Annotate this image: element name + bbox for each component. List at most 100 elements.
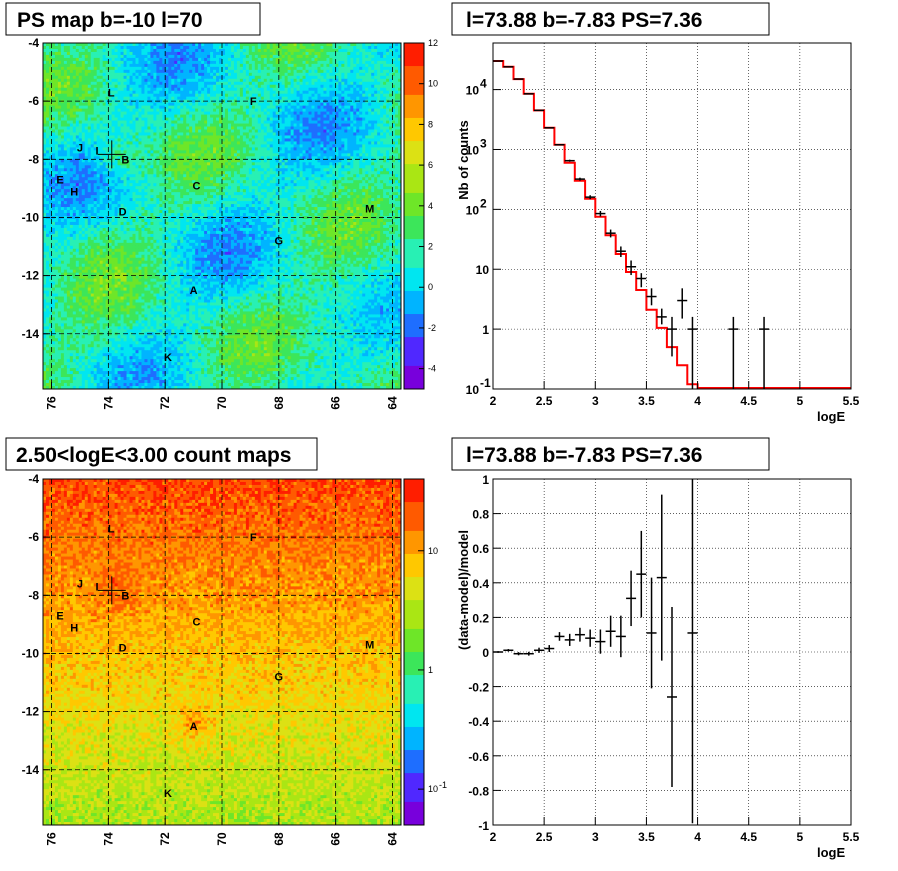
heatmap-cell <box>269 63 274 68</box>
heatmap-cell <box>227 138 232 142</box>
heatmap-cell <box>54 51 59 56</box>
heatmap-cell <box>356 135 360 139</box>
heatmap-cell <box>272 78 277 83</box>
heatmap-cell <box>123 120 127 124</box>
heatmap-cell <box>141 153 145 157</box>
heatmap-cell <box>195 135 199 139</box>
heatmap-cell <box>266 120 271 124</box>
heatmap-cell <box>159 153 163 157</box>
heatmap-cell <box>305 81 309 86</box>
heatmap-cell <box>105 105 110 110</box>
heatmap-cell <box>374 66 378 71</box>
heatmap-cell <box>347 75 351 80</box>
heatmap-cell <box>87 105 92 110</box>
heatmap-cell <box>207 141 211 145</box>
heatmap-cell <box>198 165 202 169</box>
heatmap-cell <box>293 135 297 139</box>
heatmap-cell <box>380 123 384 127</box>
heatmap-cell <box>272 114 277 118</box>
heatmap-cell <box>48 45 53 50</box>
heatmap-cell <box>210 75 214 80</box>
heatmap-cell <box>389 153 393 157</box>
heatmap-cell <box>201 75 205 80</box>
heatmap-cell <box>392 135 396 139</box>
heatmap-cell <box>353 150 357 154</box>
heatmap-cell <box>99 51 104 56</box>
heatmap-cell <box>117 96 121 101</box>
heatmap-cell <box>153 93 157 98</box>
heatmap-cell <box>356 105 360 110</box>
heatmap-cell <box>377 87 381 92</box>
heatmap-cell <box>284 141 289 145</box>
heatmap-cell <box>69 102 74 107</box>
heatmap-cell <box>207 60 211 65</box>
heatmap-cell <box>153 135 157 139</box>
heatmap-cell <box>102 120 107 124</box>
heatmap-cell <box>96 162 101 166</box>
heatmap-cell <box>233 69 238 74</box>
heatmap-cell <box>135 126 139 130</box>
heatmap-cell <box>201 129 205 133</box>
heatmap-cell <box>43 84 47 89</box>
heatmap-cell <box>189 108 193 112</box>
heatmap-cell <box>210 111 214 115</box>
heatmap-cell <box>168 108 172 112</box>
heatmap-cell <box>90 90 95 95</box>
heatmap-cell <box>192 105 196 110</box>
heatmap-cell <box>219 120 223 124</box>
heatmap-cell <box>111 132 115 136</box>
heatmap-cell <box>222 60 226 65</box>
heatmap-cell <box>57 165 62 169</box>
heatmap-cell <box>287 108 292 112</box>
heatmap-cell <box>245 102 250 107</box>
heatmap-cell <box>398 48 402 53</box>
heatmap-cell <box>114 159 118 163</box>
heatmap-cell <box>141 45 145 50</box>
heatmap-cell <box>75 153 80 157</box>
heatmap-cell <box>278 84 283 89</box>
heatmap-cell <box>147 126 151 130</box>
heatmap-cell <box>54 126 59 130</box>
heatmap-cell <box>177 57 181 62</box>
heatmap-cell <box>201 108 205 112</box>
heatmap-cell <box>299 111 303 115</box>
heatmap-cell <box>257 129 262 133</box>
heatmap-cell <box>320 162 324 166</box>
heatmap-cell <box>150 99 154 104</box>
heatmap-cell <box>236 153 241 157</box>
heatmap-cell <box>120 162 124 166</box>
heatmap-cell <box>311 159 315 163</box>
heatmap-cell <box>320 75 324 80</box>
heatmap-cell <box>371 159 375 163</box>
heatmap-cell <box>66 111 71 115</box>
heatmap-cell <box>138 123 142 127</box>
heatmap-cell <box>123 159 127 163</box>
heatmap-cell <box>222 84 226 89</box>
heatmap-cell <box>63 66 68 71</box>
heatmap-cell <box>398 54 402 59</box>
heatmap-cell <box>60 60 65 65</box>
heatmap-cell <box>287 102 292 107</box>
heatmap-cell <box>353 129 357 133</box>
heatmap-cell <box>248 75 253 80</box>
heatmap-cell <box>395 120 399 124</box>
heatmap-cell <box>254 114 259 118</box>
heatmap-cell <box>192 123 196 127</box>
heatmap-cell <box>377 81 381 86</box>
heatmap-cell <box>245 123 250 127</box>
heatmap-cell <box>251 54 256 59</box>
heatmap-cell <box>359 48 363 53</box>
heatmap-cell <box>227 93 232 98</box>
heatmap-cell <box>156 156 160 160</box>
heatmap-cell <box>189 138 193 142</box>
heatmap-cell <box>305 84 309 89</box>
heatmap-cell <box>174 153 178 157</box>
heatmap-cell <box>275 45 280 50</box>
heatmap-cell <box>350 129 354 133</box>
heatmap-cell <box>278 150 283 154</box>
heatmap-cell <box>111 114 115 118</box>
heatmap-cell <box>69 120 74 124</box>
heatmap-cell <box>245 156 250 160</box>
heatmap-cell <box>180 102 184 107</box>
heatmap-cell <box>293 81 297 86</box>
